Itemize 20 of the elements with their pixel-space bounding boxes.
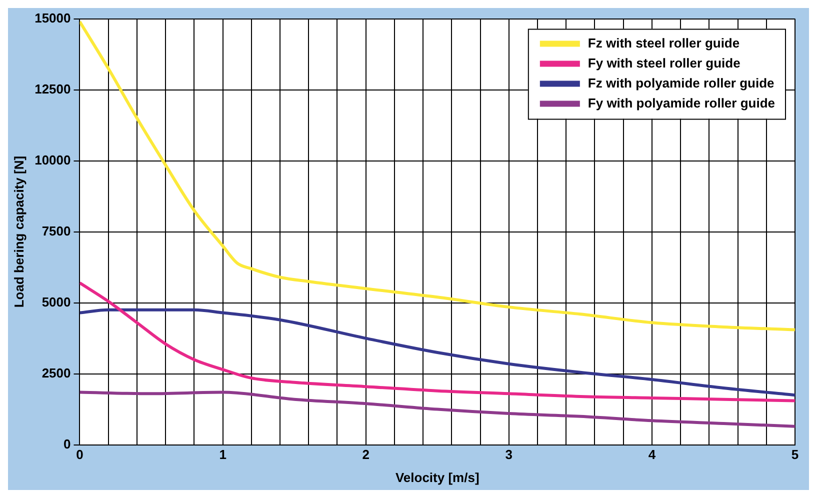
line-series [80,390,795,428]
x-tick-label: 1 [219,447,226,462]
y-axis-title: Load bering capacity [N] [11,156,26,308]
y-tick-label: 0 [64,436,71,452]
y-tick-label: 2500 [42,365,71,380]
x-tick-label: 4 [648,447,656,462]
x-tick-label: 3 [505,447,513,462]
legend-label: Fz with steel roller guide [588,35,740,50]
x-tick-label: 2 [362,447,370,462]
legend-label: Fy with polyamide roller guide [588,95,776,110]
y-tick-label: 7500 [42,223,71,238]
x-tick-label: 0 [76,447,84,462]
y-tick-label: 10000 [34,152,71,168]
x-tick-label: 5 [791,447,799,462]
y-tick-label: 5000 [42,294,71,310]
x-axis-title: Velocity [m/s] [395,470,480,485]
legend-label: Fz with polyamide roller guide [588,75,774,90]
y-tick-label: 15000 [34,10,71,26]
y-tick-label: 12500 [34,81,71,96]
legend-label: Fy with steel roller guide [588,55,740,70]
